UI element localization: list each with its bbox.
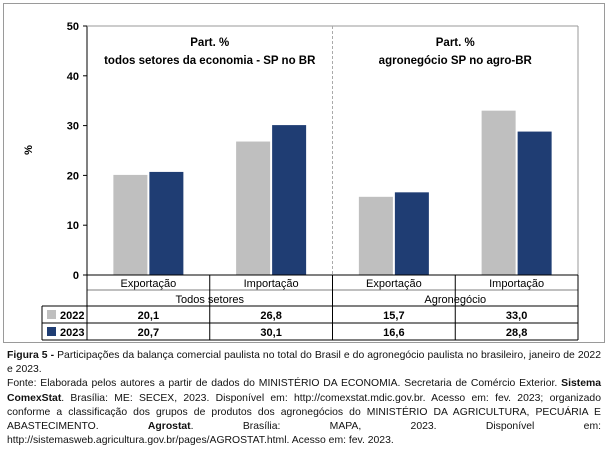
group-label: Todos setores [176, 294, 245, 306]
category-label: Importação [244, 278, 299, 290]
table-value-2023-4: 28,8 [506, 327, 527, 339]
y-tick-label: 0 [73, 270, 79, 282]
panel-title-line2: agronegócio SP no agro-BR [379, 55, 533, 67]
caption-source-bold-1: Sistema ComexStat [7, 378, 601, 404]
bar-2022-1 [113, 174, 148, 275]
caption-source-text-1: Fonte: Elaborada pelos autores a partir … [7, 378, 562, 390]
y-tick-label: 50 [67, 21, 79, 33]
table-value-2022-2: 26,8 [260, 310, 281, 322]
caption-title: Figura 5 - Participações da balança come… [7, 349, 601, 377]
y-tick-label: 10 [67, 220, 79, 232]
bar-2023-4 [517, 131, 552, 275]
legend-label-2022: 2022 [60, 310, 84, 322]
panel-title-line1: Part. % [436, 37, 475, 49]
table-value-2023-1: 20,7 [138, 327, 159, 339]
table-value-2022-4: 33,0 [506, 310, 527, 322]
y-tick-label: 20 [67, 170, 79, 182]
bar-2023-3 [394, 192, 429, 275]
caption-source-text-2: . Brasília: ME: SECEX, 2023. Disponível … [7, 392, 601, 433]
table-value-2022-3: 15,7 [383, 310, 404, 322]
bar-2023-2 [272, 125, 307, 276]
chart: 0 10 20 30 40 50% Part. % todos setores da econ… [23, 21, 579, 341]
caption-figure-text: Participações da balança comercial pauli… [7, 350, 601, 376]
category-label: Exportação [366, 278, 422, 290]
bar-2022-2 [236, 141, 271, 275]
y-axis-label: % [23, 145, 35, 155]
table-value-2022-1: 20,1 [138, 310, 159, 322]
category-label: Exportação [121, 278, 177, 290]
y-tick-label: 40 [67, 71, 79, 83]
panel-title-line2: todos setores da economia - SP no BR [104, 55, 316, 67]
group-label: Agronegócio [424, 294, 486, 306]
legend-label-2023: 2023 [60, 327, 84, 339]
legend-swatch-2022 [47, 310, 56, 319]
caption-source-bold-2: Agrostat [147, 421, 191, 433]
legend-swatch-2023 [47, 327, 56, 336]
table-value-2023-2: 30,1 [260, 327, 281, 339]
bar-2023-1 [149, 171, 184, 275]
caption-source-text-3: . Brasília: MAPA, 2023. Disponível em: h… [7, 421, 601, 447]
figure-caption: Figura 5 - Participações da balança come… [7, 349, 601, 448]
caption-source: Fonte: Elaborada pelos autores a partir … [7, 377, 601, 448]
caption-figure-label: Figura 5 - [7, 350, 55, 361]
bar-2022-4 [481, 110, 516, 275]
y-tick-label: 30 [67, 121, 79, 133]
table-value-2023-3: 16,6 [383, 327, 404, 339]
bar-2022-3 [358, 196, 393, 275]
category-label: Importação [489, 278, 544, 290]
panel-title-line1: Part. % [190, 37, 229, 49]
